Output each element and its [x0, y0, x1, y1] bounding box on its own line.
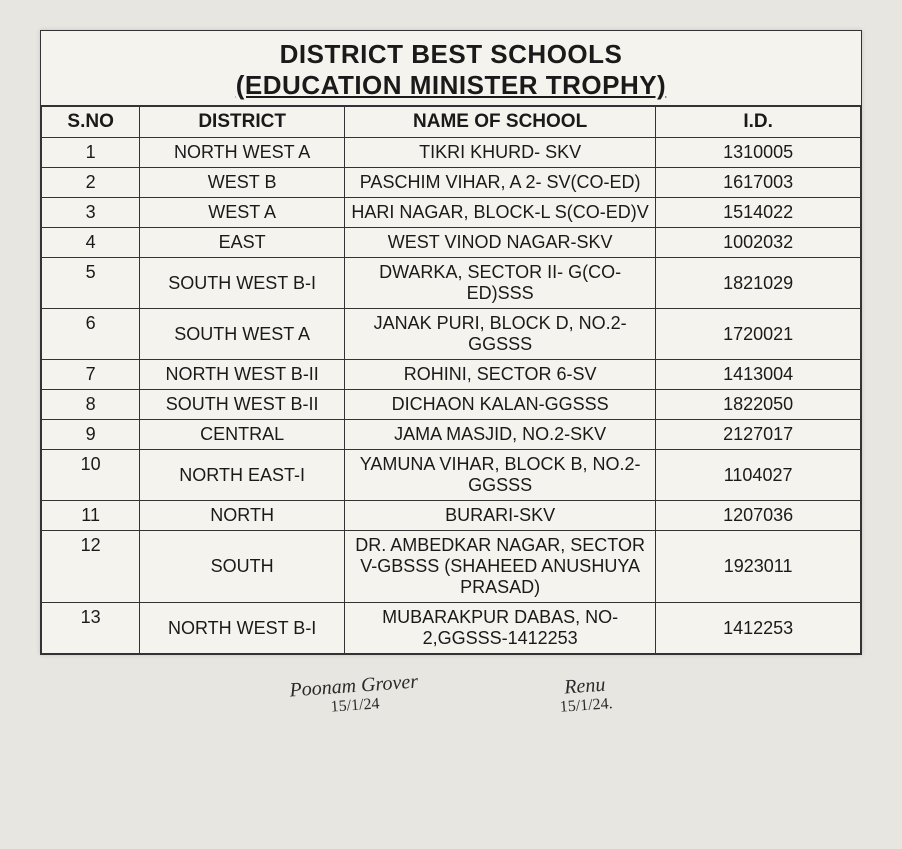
table-row: 11NORTHBURARI-SKV1207036: [42, 501, 861, 531]
cell-school: PASCHIM VIHAR, A 2- SV(CO-ED): [345, 168, 656, 198]
cell-id: 1104027: [656, 450, 861, 501]
table-row: 4EASTWEST VINOD NAGAR-SKV1002032: [42, 228, 861, 258]
cell-school: JANAK PURI, BLOCK D, NO.2-GGSSS: [345, 309, 656, 360]
cell-district: NORTH WEST B-II: [140, 360, 345, 390]
cell-district: EAST: [140, 228, 345, 258]
cell-school: DR. AMBEDKAR NAGAR, SECTOR V-GBSSS (SHAH…: [345, 531, 656, 603]
table-row: 6SOUTH WEST AJANAK PURI, BLOCK D, NO.2-G…: [42, 309, 861, 360]
cell-district: SOUTH WEST A: [140, 309, 345, 360]
cell-sno: 7: [42, 360, 140, 390]
cell-school: ROHINI, SECTOR 6-SV: [345, 360, 656, 390]
table-row: 1NORTH WEST ATIKRI KHURD- SKV1310005: [42, 138, 861, 168]
cell-id: 1617003: [656, 168, 861, 198]
cell-sno: 3: [42, 198, 140, 228]
cell-district: SOUTH WEST B-I: [140, 258, 345, 309]
cell-school: MUBARAKPUR DABAS, NO-2,GGSSS-1412253: [345, 603, 656, 654]
col-header-district: DISTRICT: [140, 107, 345, 138]
cell-district: SOUTH: [140, 531, 345, 603]
document-page: DISTRICT BEST SCHOOLS (EDUCATION MINISTE…: [40, 30, 862, 655]
cell-sno: 1: [42, 138, 140, 168]
table-header-row: S.NO DISTRICT NAME OF SCHOOL I.D.: [42, 107, 861, 138]
col-header-school: NAME OF SCHOOL: [345, 107, 656, 138]
cell-id: 1002032: [656, 228, 861, 258]
cell-sno: 4: [42, 228, 140, 258]
cell-id: 1412253: [656, 603, 861, 654]
cell-id: 1822050: [656, 390, 861, 420]
cell-id: 1207036: [656, 501, 861, 531]
table-row: 8SOUTH WEST B-IIDICHAON KALAN-GGSSS18220…: [42, 390, 861, 420]
cell-sno: 9: [42, 420, 140, 450]
cell-id: 1821029: [656, 258, 861, 309]
table-row: 12SOUTHDR. AMBEDKAR NAGAR, SECTOR V-GBSS…: [42, 531, 861, 603]
cell-school: TIKRI KHURD- SKV: [345, 138, 656, 168]
col-header-sno: S.NO: [42, 107, 140, 138]
cell-district: NORTH EAST-I: [140, 450, 345, 501]
cell-sno: 10: [42, 450, 140, 501]
cell-sno: 6: [42, 309, 140, 360]
cell-district: CENTRAL: [140, 420, 345, 450]
cell-sno: 13: [42, 603, 140, 654]
cell-school: DWARKA, SECTOR II- G(CO-ED)SSS: [345, 258, 656, 309]
table-row: 9CENTRALJAMA MASJID, NO.2-SKV2127017: [42, 420, 861, 450]
schools-table: S.NO DISTRICT NAME OF SCHOOL I.D. 1NORTH…: [41, 106, 861, 654]
signature-1: Poonam Grover 15/1/24: [289, 671, 420, 719]
signature-row: Poonam Grover 15/1/24 Renu 15/1/24.: [40, 655, 862, 745]
col-header-id: I.D.: [656, 107, 861, 138]
title-block: DISTRICT BEST SCHOOLS (EDUCATION MINISTE…: [41, 31, 861, 106]
cell-district: NORTH WEST A: [140, 138, 345, 168]
cell-id: 1413004: [656, 360, 861, 390]
table-row: 10NORTH EAST-IYAMUNA VIHAR, BLOCK B, NO.…: [42, 450, 861, 501]
cell-id: 1310005: [656, 138, 861, 168]
cell-school: DICHAON KALAN-GGSSS: [345, 390, 656, 420]
cell-sno: 5: [42, 258, 140, 309]
cell-school: YAMUNA VIHAR, BLOCK B, NO.2-GGSSS: [345, 450, 656, 501]
title-line1: DISTRICT BEST SCHOOLS: [41, 39, 861, 70]
cell-id: 1923011: [656, 531, 861, 603]
cell-sno: 11: [42, 501, 140, 531]
cell-district: WEST B: [140, 168, 345, 198]
table-row: 13NORTH WEST B-IMUBARAKPUR DABAS, NO-2,G…: [42, 603, 861, 654]
cell-id: 2127017: [656, 420, 861, 450]
cell-school: JAMA MASJID, NO.2-SKV: [345, 420, 656, 450]
cell-id: 1720021: [656, 309, 861, 360]
table-row: 2WEST BPASCHIM VIHAR, A 2- SV(CO-ED)1617…: [42, 168, 861, 198]
cell-id: 1514022: [656, 198, 861, 228]
table-row: 7NORTH WEST B-IIROHINI, SECTOR 6-SV14130…: [42, 360, 861, 390]
cell-sno: 8: [42, 390, 140, 420]
table-row: 3WEST AHARI NAGAR, BLOCK-L S(CO-ED)V1514…: [42, 198, 861, 228]
cell-sno: 12: [42, 531, 140, 603]
cell-sno: 2: [42, 168, 140, 198]
cell-district: SOUTH WEST B-II: [140, 390, 345, 420]
cell-district: NORTH WEST B-I: [140, 603, 345, 654]
table-row: 5SOUTH WEST B-IDWARKA, SECTOR II- G(CO-E…: [42, 258, 861, 309]
cell-district: WEST A: [140, 198, 345, 228]
cell-school: HARI NAGAR, BLOCK-L S(CO-ED)V: [345, 198, 656, 228]
signature-2: Renu 15/1/24.: [558, 673, 614, 716]
signature-2-date: 15/1/24.: [559, 695, 613, 716]
title-line2: (EDUCATION MINISTER TROPHY): [41, 70, 861, 101]
cell-district: NORTH: [140, 501, 345, 531]
cell-school: WEST VINOD NAGAR-SKV: [345, 228, 656, 258]
cell-school: BURARI-SKV: [345, 501, 656, 531]
